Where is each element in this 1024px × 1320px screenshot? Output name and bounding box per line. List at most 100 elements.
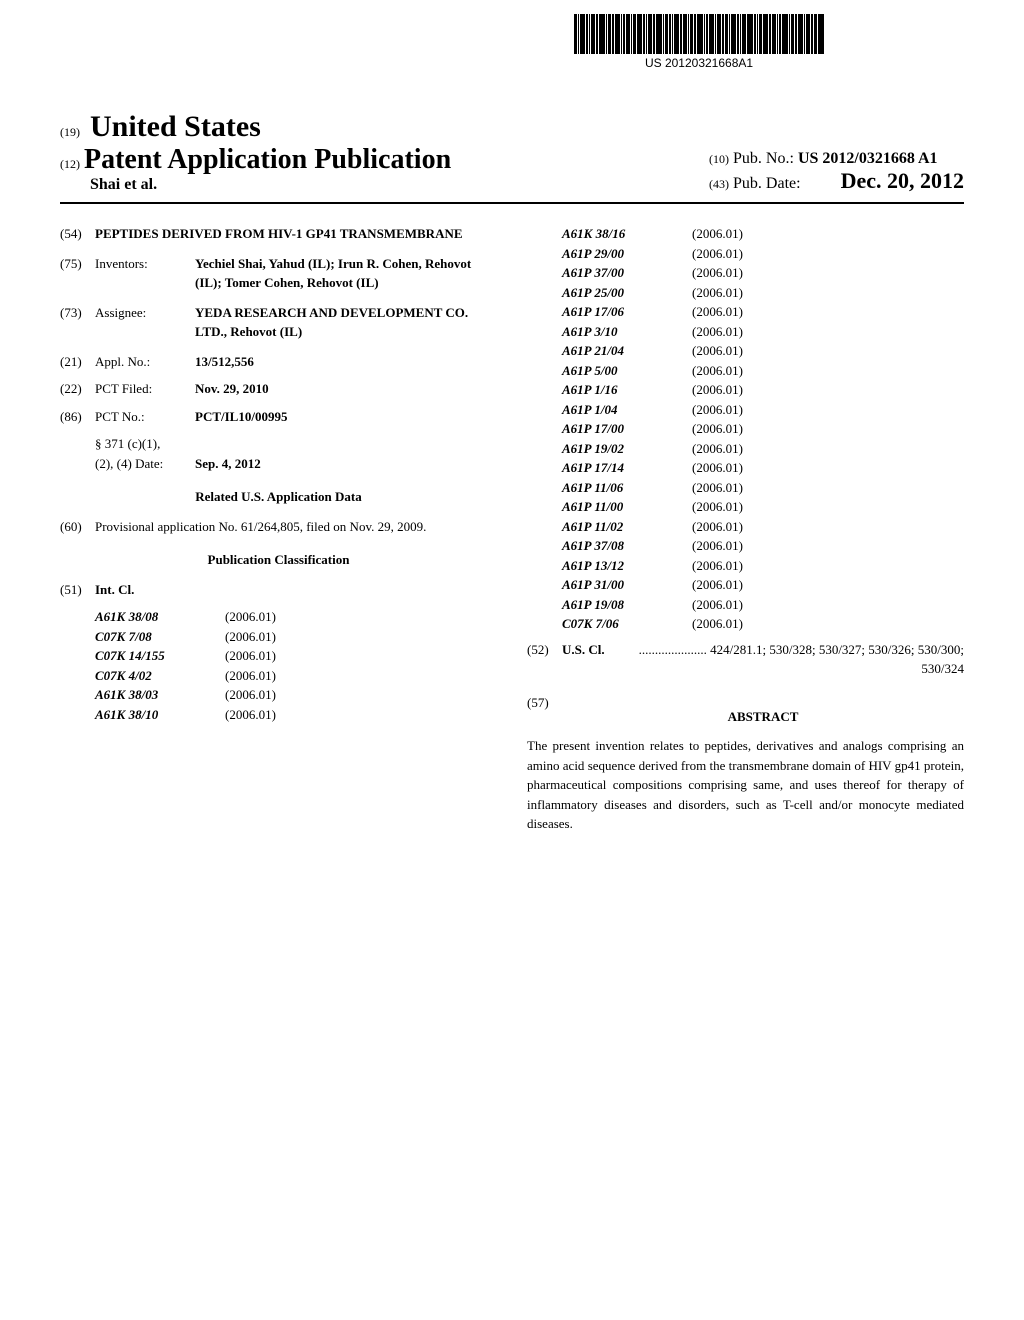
ipc-date: (2006.01) (692, 458, 743, 478)
ipc-code: A61P 21/04 (562, 341, 692, 361)
barcode: US 20120321668A1 (574, 20, 914, 70)
ipc-row: A61P 19/08(2006.01) (562, 595, 964, 615)
ipc-date: (2006.01) (692, 439, 743, 459)
ipc-list-left: A61K 38/08(2006.01)C07K 7/08(2006.01)C07… (95, 607, 497, 724)
ipc-code: A61P 5/00 (562, 361, 692, 381)
assignee-label: Assignee: (95, 303, 195, 342)
ipc-row: A61K 38/08(2006.01) (95, 607, 497, 627)
ipc-code: C07K 7/08 (95, 627, 225, 647)
ipc-date: (2006.01) (692, 263, 743, 283)
ipc-code: A61P 17/14 (562, 458, 692, 478)
ipc-row: A61P 5/00(2006.01) (562, 361, 964, 381)
main-content: (54) PEPTIDES DERIVED FROM HIV-1 GP41 TR… (60, 224, 964, 834)
ipc-row: A61P 37/08(2006.01) (562, 536, 964, 556)
ipc-date: (2006.01) (692, 400, 743, 420)
ipc-date: (2006.01) (692, 478, 743, 498)
ipc-code: A61P 1/16 (562, 380, 692, 400)
ipc-row: C07K 4/02(2006.01) (95, 666, 497, 686)
applno-value: 13/512,556 (195, 352, 497, 372)
ipc-code: A61P 3/10 (562, 322, 692, 342)
uscl-value: ..................... 424/281.1; 530/328… (622, 640, 964, 679)
s371-label1: § 371 (c)(1), (95, 434, 497, 454)
assignee-value: YEDA RESEARCH AND DEVELOPMENT CO. LTD., … (195, 303, 497, 342)
ipc-code: A61P 19/08 (562, 595, 692, 615)
ipc-date: (2006.01) (692, 517, 743, 537)
ipc-row: A61P 3/10(2006.01) (562, 322, 964, 342)
pctno-label: PCT No.: (95, 407, 195, 427)
ipc-row: A61P 31/00(2006.01) (562, 575, 964, 595)
left-column: (54) PEPTIDES DERIVED FROM HIV-1 GP41 TR… (60, 224, 497, 834)
ipc-row: A61P 19/02(2006.01) (562, 439, 964, 459)
ipc-date: (2006.01) (692, 497, 743, 517)
right-column: A61K 38/16(2006.01)A61P 29/00(2006.01)A6… (527, 224, 964, 834)
ipc-code: A61P 17/06 (562, 302, 692, 322)
ipc-list-right: A61K 38/16(2006.01)A61P 29/00(2006.01)A6… (562, 224, 964, 634)
ipc-date: (2006.01) (225, 627, 276, 647)
ipc-row: A61K 38/10(2006.01) (95, 705, 497, 725)
inventors-value: Yechiel Shai, Yahud (IL); Irun R. Cohen,… (195, 254, 497, 293)
pctfiled-value: Nov. 29, 2010 (195, 379, 497, 399)
ipc-date: (2006.01) (692, 244, 743, 264)
ipc-row: A61P 21/04(2006.01) (562, 341, 964, 361)
pubclass-header: Publication Classification (60, 550, 497, 570)
ipc-row: A61P 13/12(2006.01) (562, 556, 964, 576)
header-rule (60, 202, 964, 204)
title-num: (54) (60, 224, 95, 244)
ipc-row: A61P 17/00(2006.01) (562, 419, 964, 439)
inventors-label: Inventors: (95, 254, 195, 293)
ipc-date: (2006.01) (225, 607, 276, 627)
ipc-date: (2006.01) (692, 322, 743, 342)
s371-label2: (2), (4) Date: (95, 454, 195, 474)
abstract-header: ABSTRACT (562, 707, 964, 727)
pctfiled-label: PCT Filed: (95, 379, 195, 399)
pctno-num: (86) (60, 407, 95, 427)
pubdate-label: Pub. Date: (733, 175, 801, 192)
related-header: Related U.S. Application Data (60, 487, 497, 507)
country-num: (19) (60, 125, 80, 140)
ipc-row: A61P 17/14(2006.01) (562, 458, 964, 478)
ipc-code: A61P 37/08 (562, 536, 692, 556)
inventors-num: (75) (60, 254, 95, 293)
ipc-row: A61P 11/02(2006.01) (562, 517, 964, 537)
ipc-code: A61P 37/00 (562, 263, 692, 283)
ipc-date: (2006.01) (692, 283, 743, 303)
ipc-row: A61P 37/00(2006.01) (562, 263, 964, 283)
ipc-row: A61P 11/06(2006.01) (562, 478, 964, 498)
uscl-label: U.S. Cl. (562, 642, 605, 657)
pctfiled-num: (22) (60, 379, 95, 399)
ipc-row: C07K 14/155(2006.01) (95, 646, 497, 666)
pubno-num: (10) (709, 152, 729, 166)
provisional-value: Provisional application No. 61/264,805, … (95, 517, 497, 537)
pubno-label: Pub. No.: (733, 150, 794, 167)
ipc-code: A61K 38/10 (95, 705, 225, 725)
assignee-num: (73) (60, 303, 95, 342)
ipc-date: (2006.01) (692, 380, 743, 400)
pubno-value: US 2012/0321668 A1 (798, 150, 938, 167)
ipc-code: A61P 11/02 (562, 517, 692, 537)
publication-title: Patent Application Publication (84, 144, 451, 175)
ipc-date: (2006.01) (225, 705, 276, 725)
ipc-code: A61P 31/00 (562, 575, 692, 595)
barcode-bars (574, 14, 824, 54)
ipc-date: (2006.01) (692, 302, 743, 322)
ipc-code: A61K 38/03 (95, 685, 225, 705)
ipc-code: A61P 29/00 (562, 244, 692, 264)
pctno-value: PCT/IL10/00995 (195, 407, 497, 427)
ipc-row: A61P 17/06(2006.01) (562, 302, 964, 322)
ipc-row: A61P 25/00(2006.01) (562, 283, 964, 303)
ipc-date: (2006.01) (225, 646, 276, 666)
pubdate-num: (43) (709, 177, 729, 191)
ipc-date: (2006.01) (225, 666, 276, 686)
authors: Shai et al. (90, 176, 451, 194)
ipc-code: C07K 14/155 (95, 646, 225, 666)
ipc-date: (2006.01) (692, 224, 743, 244)
ipc-code: A61K 38/16 (562, 224, 692, 244)
ipc-row: A61P 29/00(2006.01) (562, 244, 964, 264)
invention-title: PEPTIDES DERIVED FROM HIV-1 GP41 TRANSME… (95, 224, 497, 244)
ipc-row: C07K 7/08(2006.01) (95, 627, 497, 647)
abstract-text: The present invention relates to peptide… (527, 736, 964, 834)
ipc-row: A61K 38/16(2006.01) (562, 224, 964, 244)
ipc-date: (2006.01) (692, 575, 743, 595)
ipc-code: A61K 38/08 (95, 607, 225, 627)
ipc-code: A61P 1/04 (562, 400, 692, 420)
